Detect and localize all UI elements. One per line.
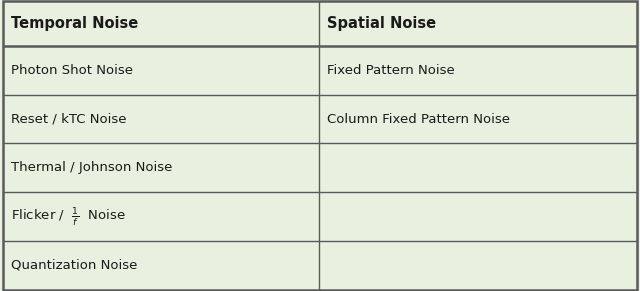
Text: Photon Shot Noise: Photon Shot Noise [11, 64, 133, 77]
Text: Column Fixed Pattern Noise: Column Fixed Pattern Noise [326, 113, 509, 126]
Text: Spatial Noise: Spatial Noise [326, 16, 436, 31]
Text: Thermal / Johnson Noise: Thermal / Johnson Noise [11, 161, 172, 174]
Text: Temporal Noise: Temporal Noise [11, 16, 138, 31]
Text: Flicker /  $\mathit{\frac{1}{f}}$  Noise: Flicker / $\mathit{\frac{1}{f}}$ Noise [11, 205, 125, 228]
Text: Reset / kTC Noise: Reset / kTC Noise [11, 113, 126, 126]
Text: Quantization Noise: Quantization Noise [11, 259, 137, 272]
Text: Fixed Pattern Noise: Fixed Pattern Noise [326, 64, 454, 77]
